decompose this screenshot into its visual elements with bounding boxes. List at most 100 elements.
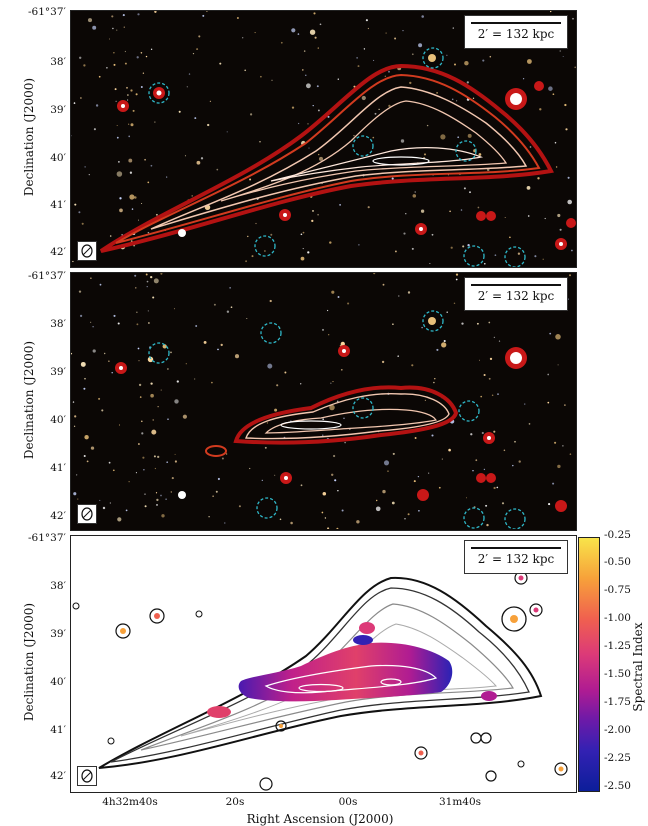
star	[126, 86, 128, 89]
star	[80, 361, 86, 367]
star	[192, 52, 195, 55]
star	[261, 479, 263, 482]
star	[438, 486, 441, 489]
star	[497, 393, 499, 395]
radio-contours	[205, 385, 459, 457]
star	[123, 26, 125, 28]
star	[136, 56, 139, 59]
star	[276, 384, 279, 387]
colorbar-tick: -0.50	[604, 556, 631, 568]
star	[90, 321, 92, 323]
colorbar-tick: -0.75	[604, 584, 631, 596]
star	[119, 208, 123, 213]
star	[108, 38, 111, 40]
star	[353, 135, 355, 137]
star	[151, 429, 157, 435]
dec-tick: 39′	[50, 366, 66, 378]
star	[381, 360, 385, 364]
star	[112, 469, 115, 472]
star	[114, 88, 117, 91]
star	[317, 109, 320, 112]
star	[297, 33, 300, 35]
star	[436, 92, 438, 94]
star	[462, 245, 465, 248]
star	[527, 215, 530, 217]
star	[339, 204, 341, 206]
star	[554, 141, 557, 144]
star	[171, 477, 174, 480]
dec-tick: 38′	[50, 580, 66, 592]
star	[559, 228, 562, 231]
star	[195, 325, 198, 327]
star	[116, 124, 118, 127]
star	[302, 69, 304, 71]
star	[98, 397, 101, 400]
star	[542, 258, 544, 260]
star	[477, 206, 480, 209]
star	[166, 461, 169, 464]
star	[95, 104, 99, 107]
star	[185, 363, 187, 365]
star	[418, 509, 420, 512]
star	[271, 79, 273, 81]
star	[154, 467, 157, 470]
star	[230, 306, 233, 309]
star	[176, 380, 179, 383]
star	[526, 186, 531, 190]
star	[340, 368, 343, 371]
star	[356, 57, 358, 59]
star	[347, 302, 350, 305]
star	[73, 102, 76, 104]
star	[392, 323, 394, 326]
star	[501, 502, 505, 505]
star	[73, 425, 76, 427]
star	[467, 133, 472, 138]
star	[407, 513, 410, 516]
star	[174, 399, 179, 404]
star	[135, 287, 137, 289]
dec-tick: 41′	[50, 724, 66, 736]
star	[300, 484, 303, 487]
star	[79, 56, 82, 59]
star	[308, 147, 310, 149]
star	[155, 213, 158, 216]
star	[322, 418, 325, 421]
star	[336, 400, 339, 403]
star	[140, 86, 143, 88]
star	[138, 383, 142, 387]
star	[402, 29, 404, 32]
star	[88, 173, 90, 176]
star	[125, 509, 128, 512]
dec-tick: 38′	[50, 56, 66, 68]
star	[312, 209, 314, 212]
dec-tick: 39′	[50, 104, 66, 116]
star	[522, 78, 525, 80]
star	[144, 493, 146, 495]
y-axis-label-2: Declination (J2000)	[22, 340, 36, 460]
star	[466, 81, 469, 84]
star	[365, 19, 368, 22]
star	[316, 85, 319, 88]
star	[322, 434, 324, 436]
star	[494, 254, 497, 257]
star	[194, 117, 197, 120]
star	[226, 131, 228, 133]
scale-bar-label: 2′ = 132 kpc	[477, 27, 555, 41]
star	[117, 517, 122, 522]
star	[489, 357, 493, 361]
dec-tick: 41′	[50, 462, 66, 474]
star	[118, 424, 121, 426]
star	[363, 48, 366, 50]
star	[118, 161, 120, 163]
star	[71, 135, 72, 137]
star	[160, 389, 162, 391]
star	[373, 273, 376, 275]
dec-tick: 40′	[50, 676, 66, 688]
star	[431, 434, 434, 437]
star	[549, 332, 552, 335]
star	[150, 48, 153, 50]
star	[212, 495, 214, 497]
star	[81, 222, 84, 225]
star	[145, 55, 148, 58]
star	[86, 460, 89, 463]
